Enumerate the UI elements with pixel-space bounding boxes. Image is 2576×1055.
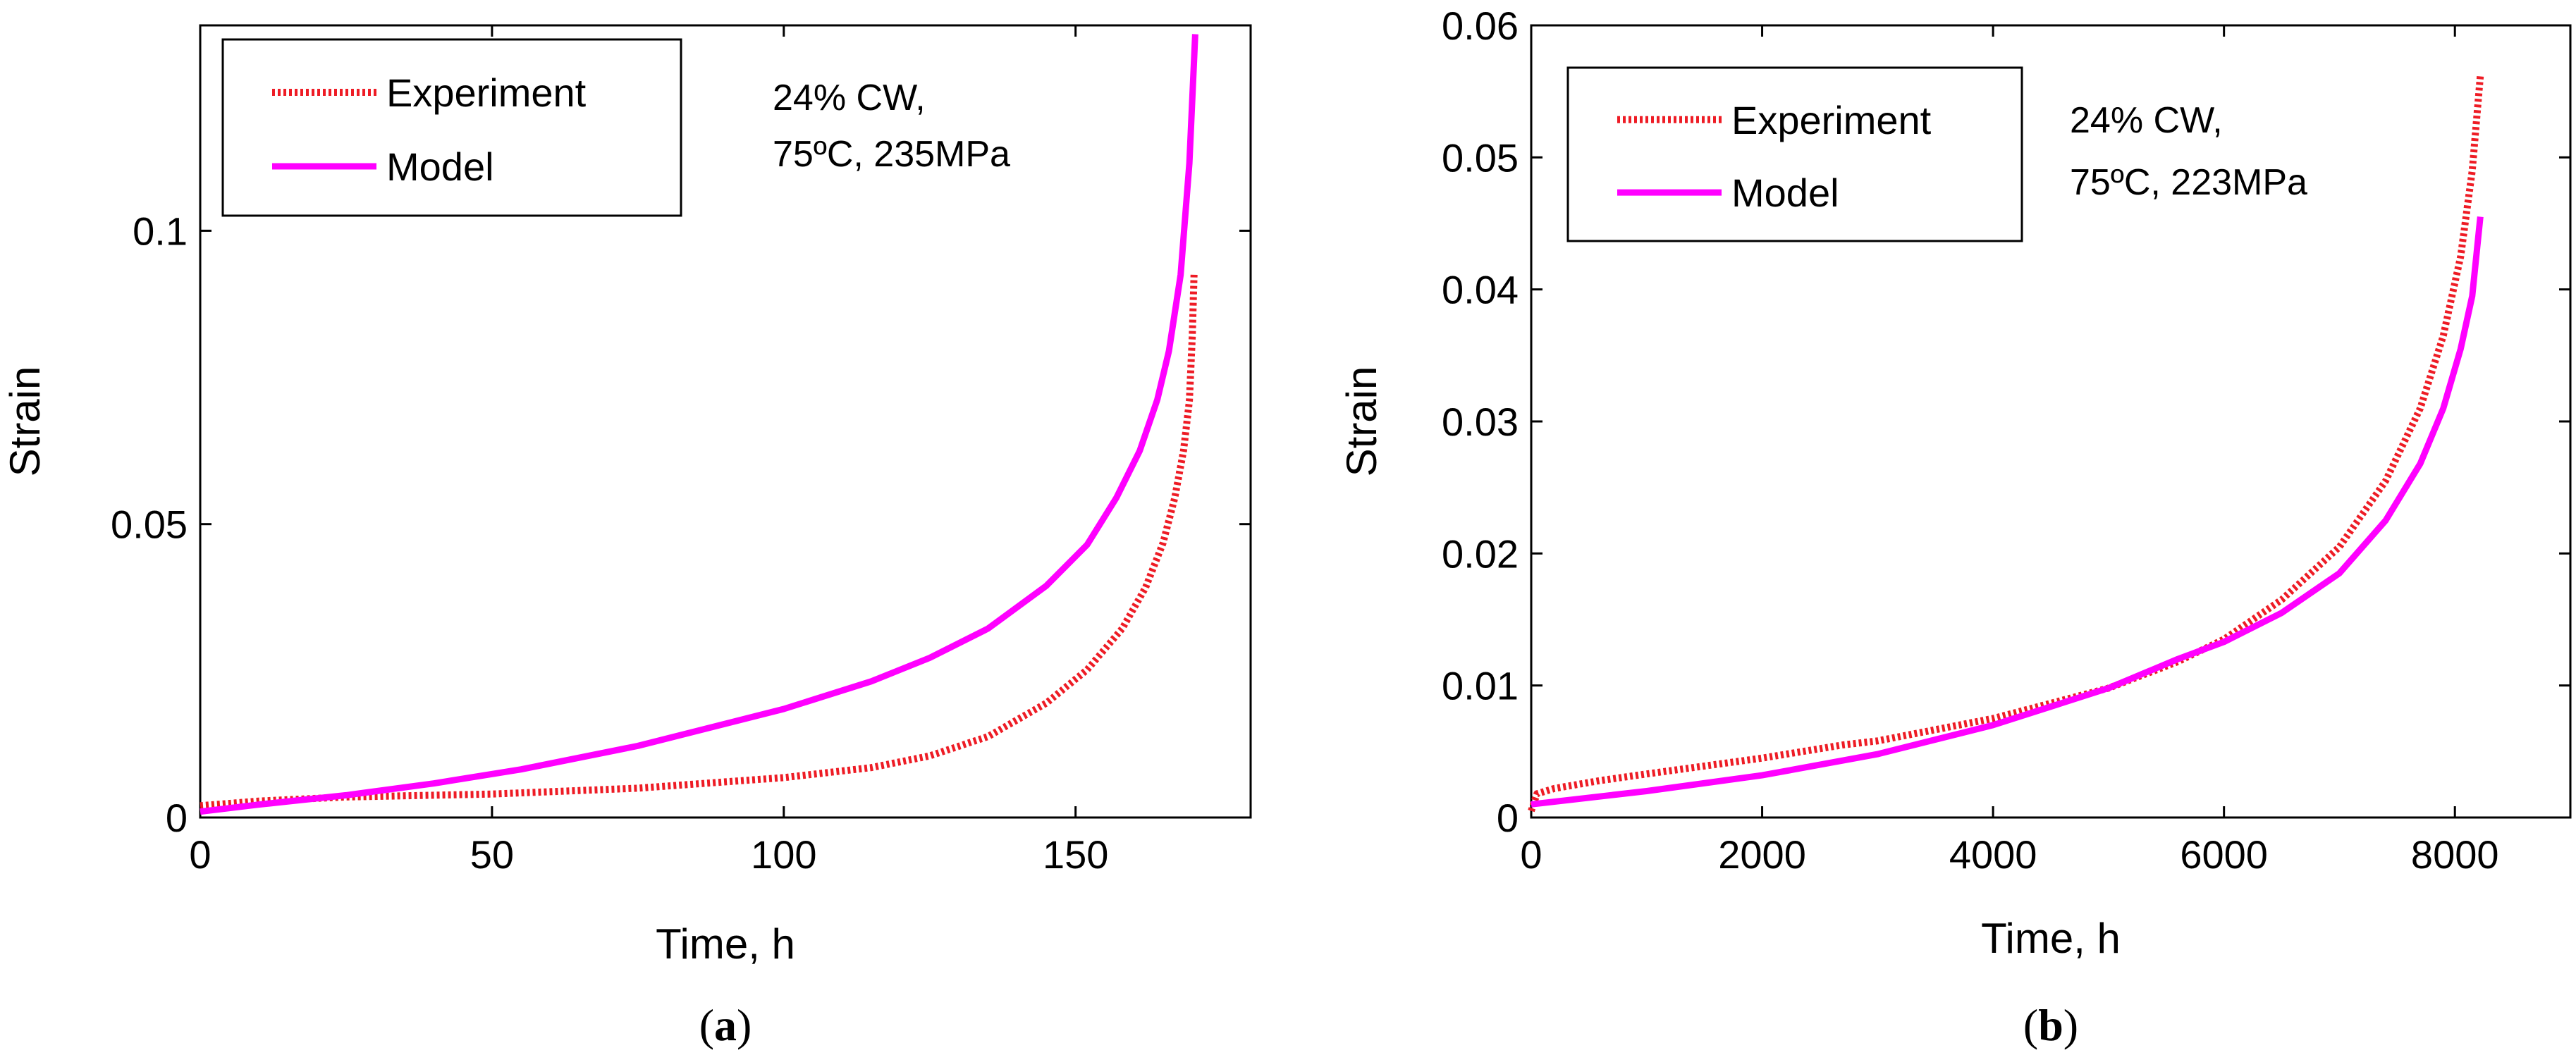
plot-frame xyxy=(199,24,1252,819)
panel-label-letter: b xyxy=(2038,1000,2063,1050)
x-axis-title: Time, h xyxy=(656,920,795,968)
series-line-model xyxy=(200,34,1198,815)
x-tick-label: 6000 xyxy=(2180,832,2268,877)
legend: Experiment Model xyxy=(1566,66,2023,242)
legend-label-experiment: Experiment xyxy=(1731,98,1932,142)
panel-label-b: (b) xyxy=(2023,1000,2078,1050)
panel-label-close: ) xyxy=(2063,1000,2078,1050)
panel-label-open: ( xyxy=(2023,1000,2038,1050)
series-line-model xyxy=(1531,216,2484,808)
y-tick-label: 0.05 xyxy=(111,502,188,547)
series-line-experiment xyxy=(200,274,1198,810)
y-tick-label: 0 xyxy=(166,796,188,840)
y-tick-label: 0.06 xyxy=(1442,4,1519,48)
x-tick-label: 50 xyxy=(470,832,514,877)
legend-box xyxy=(1566,66,2023,242)
y-tick-label: 0 xyxy=(1497,796,1519,840)
legend: Experiment Model xyxy=(221,38,682,217)
y-axis-title: Strain xyxy=(1,366,49,477)
condition-annotation: 75ºC, 235MPa xyxy=(773,134,1010,175)
y-axis-title: Strain xyxy=(1338,366,1385,477)
legend-label-model: Model xyxy=(1731,171,1839,215)
condition-annotation: 24% CW, xyxy=(773,78,926,118)
y-tick-label: 0.04 xyxy=(1442,268,1519,312)
legend-label-model: Model xyxy=(386,144,494,189)
x-tick-label: 4000 xyxy=(1949,832,2037,877)
chart-panel-b: 0 2000 4000 6000 8000 0 0.01 0.02 0.03 0.04 0.05 0.… xyxy=(1338,4,2572,1050)
x-tick-label: 0 xyxy=(1520,832,1542,877)
panel-label-a: (a) xyxy=(699,1000,752,1050)
y-tick-label: 0.01 xyxy=(1442,664,1519,708)
panel-label-close: ) xyxy=(737,1000,752,1050)
x-tick-label: 2000 xyxy=(1718,832,1806,877)
x-axis-title: Time, h xyxy=(1981,915,2121,962)
panel-label-open: ( xyxy=(699,1000,714,1050)
chart-panel-a: 0 50 100 150 0 0.05 0.1 Time, h Strain Experiment… xyxy=(1,24,1252,1050)
x-tick-label: 100 xyxy=(751,832,816,877)
y-tick-label: 0.03 xyxy=(1442,400,1519,444)
legend-box xyxy=(221,38,682,217)
x-tick-label: 0 xyxy=(189,832,211,877)
condition-annotation: 24% CW, xyxy=(2070,100,2223,141)
y-tick-label: 0.02 xyxy=(1442,531,1519,576)
condition-annotation: 75ºC, 223MPa xyxy=(2070,162,2307,203)
series-line-experiment xyxy=(1528,75,2484,813)
y-tick-label: 0.05 xyxy=(1442,135,1519,180)
legend-label-experiment: Experiment xyxy=(386,70,587,115)
y-tick-label: 0.1 xyxy=(133,209,188,253)
x-tick-label: 150 xyxy=(1043,832,1108,877)
panel-label-letter: a xyxy=(714,1000,737,1050)
x-tick-label: 8000 xyxy=(2411,832,2499,877)
